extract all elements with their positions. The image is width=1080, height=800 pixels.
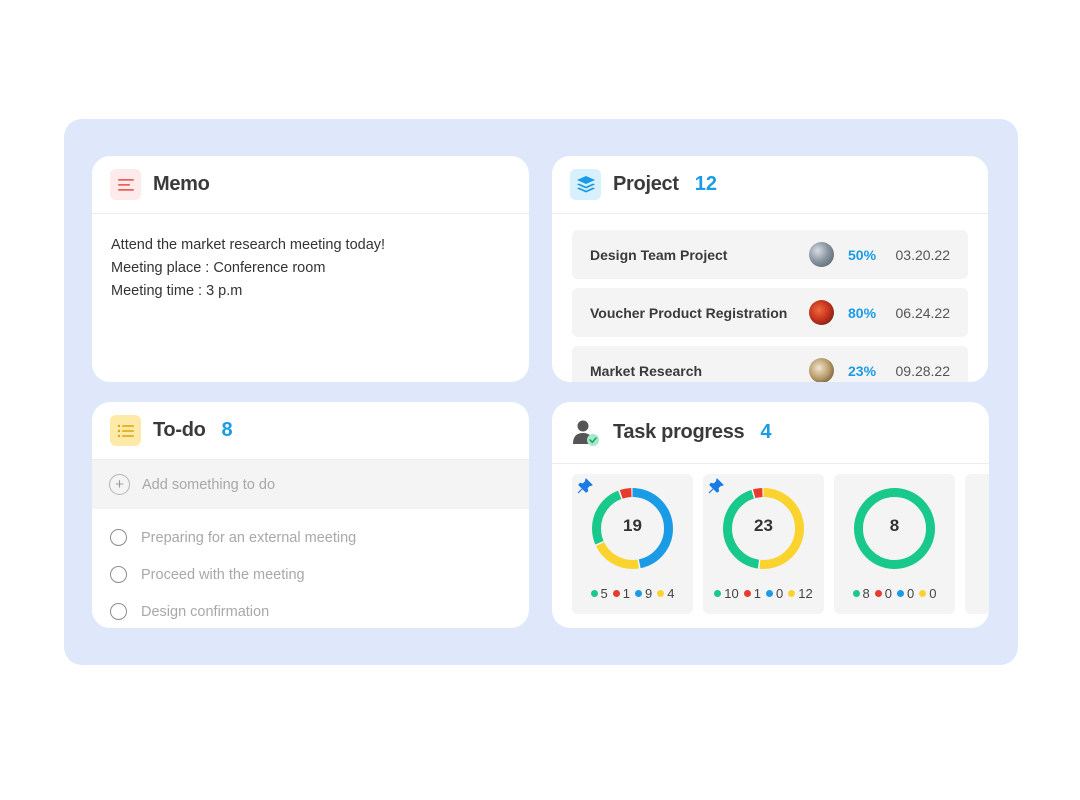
green-dot (852, 590, 860, 597)
donut-chart (723, 488, 804, 569)
donut-chart (854, 488, 935, 569)
yellow-count: 4 (667, 586, 675, 601)
task-card[interactable]: 19 5 1 9 4 (572, 474, 693, 614)
memo-line: Meeting place : Conference room (111, 260, 326, 276)
todo-list: Preparing for an external meeting Procee… (92, 509, 529, 628)
task-total: 8 (889, 516, 900, 535)
user-check-icon (570, 417, 601, 448)
pin-icon[interactable] (577, 478, 593, 499)
green-dot (714, 590, 722, 597)
red-count: 0 (884, 586, 892, 601)
task-total: 19 (623, 516, 642, 535)
red-dot (874, 590, 882, 597)
project-header: Project 12 (552, 156, 988, 214)
blue-dot (635, 590, 642, 597)
task-progress-count: 4 (760, 421, 772, 443)
memo-title: Memo (153, 173, 210, 195)
yellow-count: 12 (798, 586, 813, 601)
blue-dot (897, 590, 904, 597)
memo-line: Meeting time : 3 p.m (111, 283, 243, 299)
donut-segment-green (854, 488, 935, 569)
red-count: 1 (753, 586, 761, 601)
todo-item[interactable]: Preparing for an external meeting (92, 519, 529, 556)
task-progress-card: Task progress 4 19 5 1 9 4 23 10 (552, 402, 989, 628)
task-legend: 10 1 0 12 (703, 586, 824, 601)
todo-header: To-do 8 (92, 402, 529, 460)
task-legend: 5 1 9 4 (572, 586, 693, 601)
project-count: 12 (694, 173, 717, 195)
task-card[interactable] (965, 474, 989, 614)
task-card[interactable]: 23 10 1 0 12 (703, 474, 824, 614)
task-card[interactable]: 8 8 0 0 0 (834, 474, 955, 614)
yellow-dot (919, 590, 927, 597)
plus-icon[interactable]: + (109, 474, 130, 495)
green-count: 10 (724, 586, 739, 601)
project-title: Project (613, 173, 679, 195)
donut-segment-green (592, 488, 673, 569)
todo-card: To-do 8 + Add something to do Preparing … (92, 402, 529, 628)
red-count: 1 (622, 586, 630, 601)
task-progress-header: Task progress 4 (552, 402, 989, 464)
memo-header: Memo (92, 156, 529, 214)
checklist-icon (110, 415, 141, 446)
avatar (809, 358, 834, 382)
checkbox[interactable] (110, 529, 127, 546)
todo-item-label: Proceed with the meeting (141, 566, 305, 583)
blue-count: 9 (645, 586, 653, 601)
green-count: 8 (862, 586, 870, 601)
donut-chart (592, 488, 673, 569)
avatar (809, 300, 834, 325)
memo-line: Attend the market research meeting today… (111, 237, 386, 253)
todo-item[interactable]: Proceed with the meeting (92, 556, 529, 593)
project-row[interactable]: Design Team Project 50% 03.20.22 (572, 230, 968, 279)
donut-segment-green (723, 488, 804, 569)
add-todo-placeholder: Add something to do (142, 476, 276, 493)
yellow-count: 0 (929, 586, 937, 601)
task-card-strip[interactable]: 19 5 1 9 4 23 10 1 0 12 8 (572, 474, 989, 614)
project-name: Design Team Project (590, 246, 728, 263)
task-legend: 8 0 0 0 (834, 586, 955, 601)
add-todo-input[interactable]: + Add something to do (92, 460, 529, 509)
project-name: Market Research (590, 362, 703, 379)
blue-dot (766, 590, 773, 597)
todo-item-label: Design confirmation (141, 603, 270, 620)
blue-count: 0 (907, 586, 915, 601)
project-date: 09.28.22 (895, 362, 951, 379)
task-progress-title: Task progress (613, 421, 745, 443)
red-dot (612, 590, 620, 597)
project-list: Design Team Project 50% 03.20.22 Voucher… (552, 214, 988, 382)
yellow-dot (788, 590, 796, 597)
project-row[interactable]: Market Research 23% 09.28.22 (572, 346, 968, 382)
todo-count: 8 (221, 419, 233, 441)
checkbox[interactable] (110, 603, 127, 620)
blue-count: 0 (776, 586, 784, 601)
red-dot (743, 590, 751, 597)
yellow-dot (657, 590, 665, 597)
project-date: 06.24.22 (895, 304, 951, 321)
todo-title: To-do (153, 419, 206, 441)
project-percent: 23% (848, 362, 877, 379)
pin-icon[interactable] (708, 478, 724, 499)
donut-segment-yellow (723, 488, 804, 569)
project-percent: 80% (848, 304, 877, 321)
memo-body[interactable]: Attend the market research meeting today… (92, 214, 529, 323)
project-row[interactable]: Voucher Product Registration 80% 06.24.2… (572, 288, 968, 337)
avatar (809, 242, 834, 267)
project-name: Voucher Product Registration (590, 304, 788, 321)
project-date: 03.20.22 (895, 246, 951, 263)
donut-segment-blue (592, 488, 673, 569)
project-card: Project 12 Design Team Project 50% 03.20… (552, 156, 988, 382)
donut-segment-yellow (592, 488, 673, 569)
layers-icon (570, 169, 601, 200)
green-dot (590, 590, 598, 597)
task-total: 23 (754, 516, 773, 535)
checkbox[interactable] (110, 566, 127, 583)
memo-card: Memo Attend the market research meeting … (92, 156, 529, 382)
project-percent: 50% (848, 246, 877, 263)
todo-item[interactable]: Design confirmation (92, 593, 529, 628)
todo-item-label: Preparing for an external meeting (141, 529, 357, 546)
memo-lines-icon (110, 169, 141, 200)
green-count: 5 (600, 586, 608, 601)
